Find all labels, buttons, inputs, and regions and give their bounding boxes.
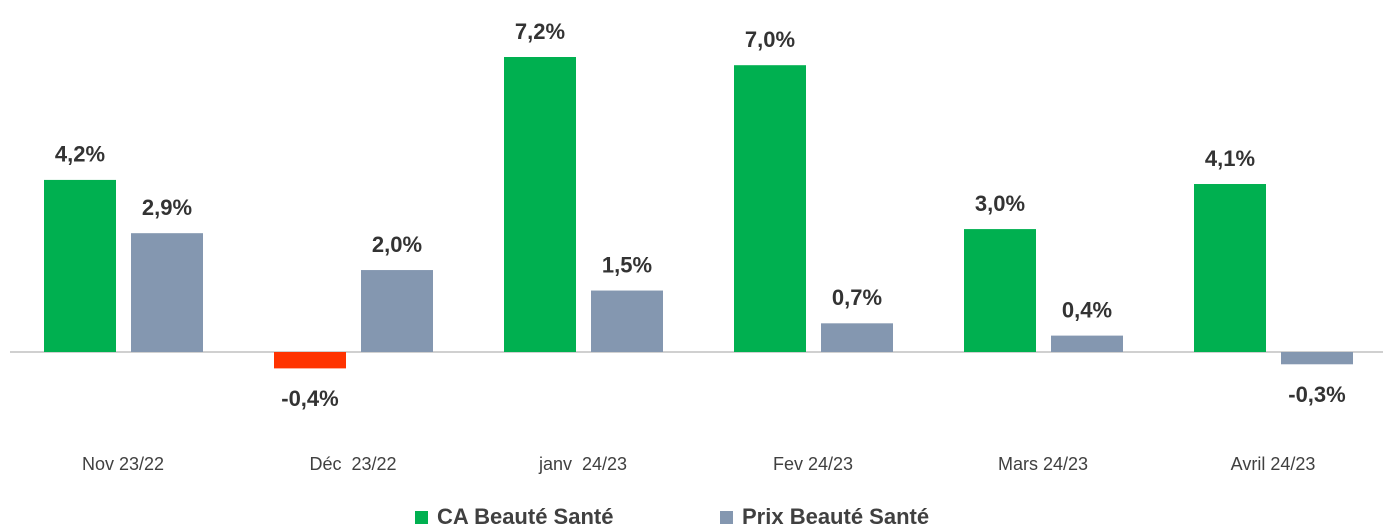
x-tick-label: Fev 24/23 <box>773 454 853 474</box>
x-tick-label: Mars 24/23 <box>998 454 1088 474</box>
x-tick-label: Déc 23/22 <box>309 454 396 474</box>
data-label: -0,4% <box>281 386 338 411</box>
bar <box>1281 352 1353 365</box>
bar <box>361 270 433 352</box>
data-label: 1,5% <box>602 252 652 277</box>
bar <box>964 229 1036 352</box>
data-label: 3,0% <box>975 191 1025 216</box>
legend-label: CA Beauté Santé <box>437 504 613 529</box>
data-label: 4,2% <box>55 142 105 167</box>
legend-swatch <box>415 511 428 524</box>
data-label: 0,4% <box>1062 297 1112 322</box>
data-label: 4,1% <box>1205 146 1255 171</box>
legend-swatch <box>720 511 733 524</box>
x-tick-label: Avril 24/23 <box>1231 454 1316 474</box>
bar <box>44 179 116 352</box>
x-tick-label: Nov 23/22 <box>82 454 164 474</box>
data-label: 7,0% <box>745 27 795 52</box>
bar <box>734 65 806 352</box>
x-tick-label: janv 24/23 <box>538 454 627 474</box>
legend-label: Prix Beauté Santé <box>742 504 929 529</box>
bar <box>821 323 893 352</box>
data-label: 2,0% <box>372 232 422 257</box>
bar <box>131 233 203 352</box>
bar <box>1051 335 1123 352</box>
data-label: 7,2% <box>515 19 565 44</box>
bar <box>274 352 346 369</box>
bar <box>504 57 576 352</box>
data-label: -0,3% <box>1288 382 1345 407</box>
bar <box>1194 184 1266 352</box>
bar <box>591 290 663 352</box>
data-label: 2,9% <box>142 195 192 220</box>
data-label: 0,7% <box>832 285 882 310</box>
